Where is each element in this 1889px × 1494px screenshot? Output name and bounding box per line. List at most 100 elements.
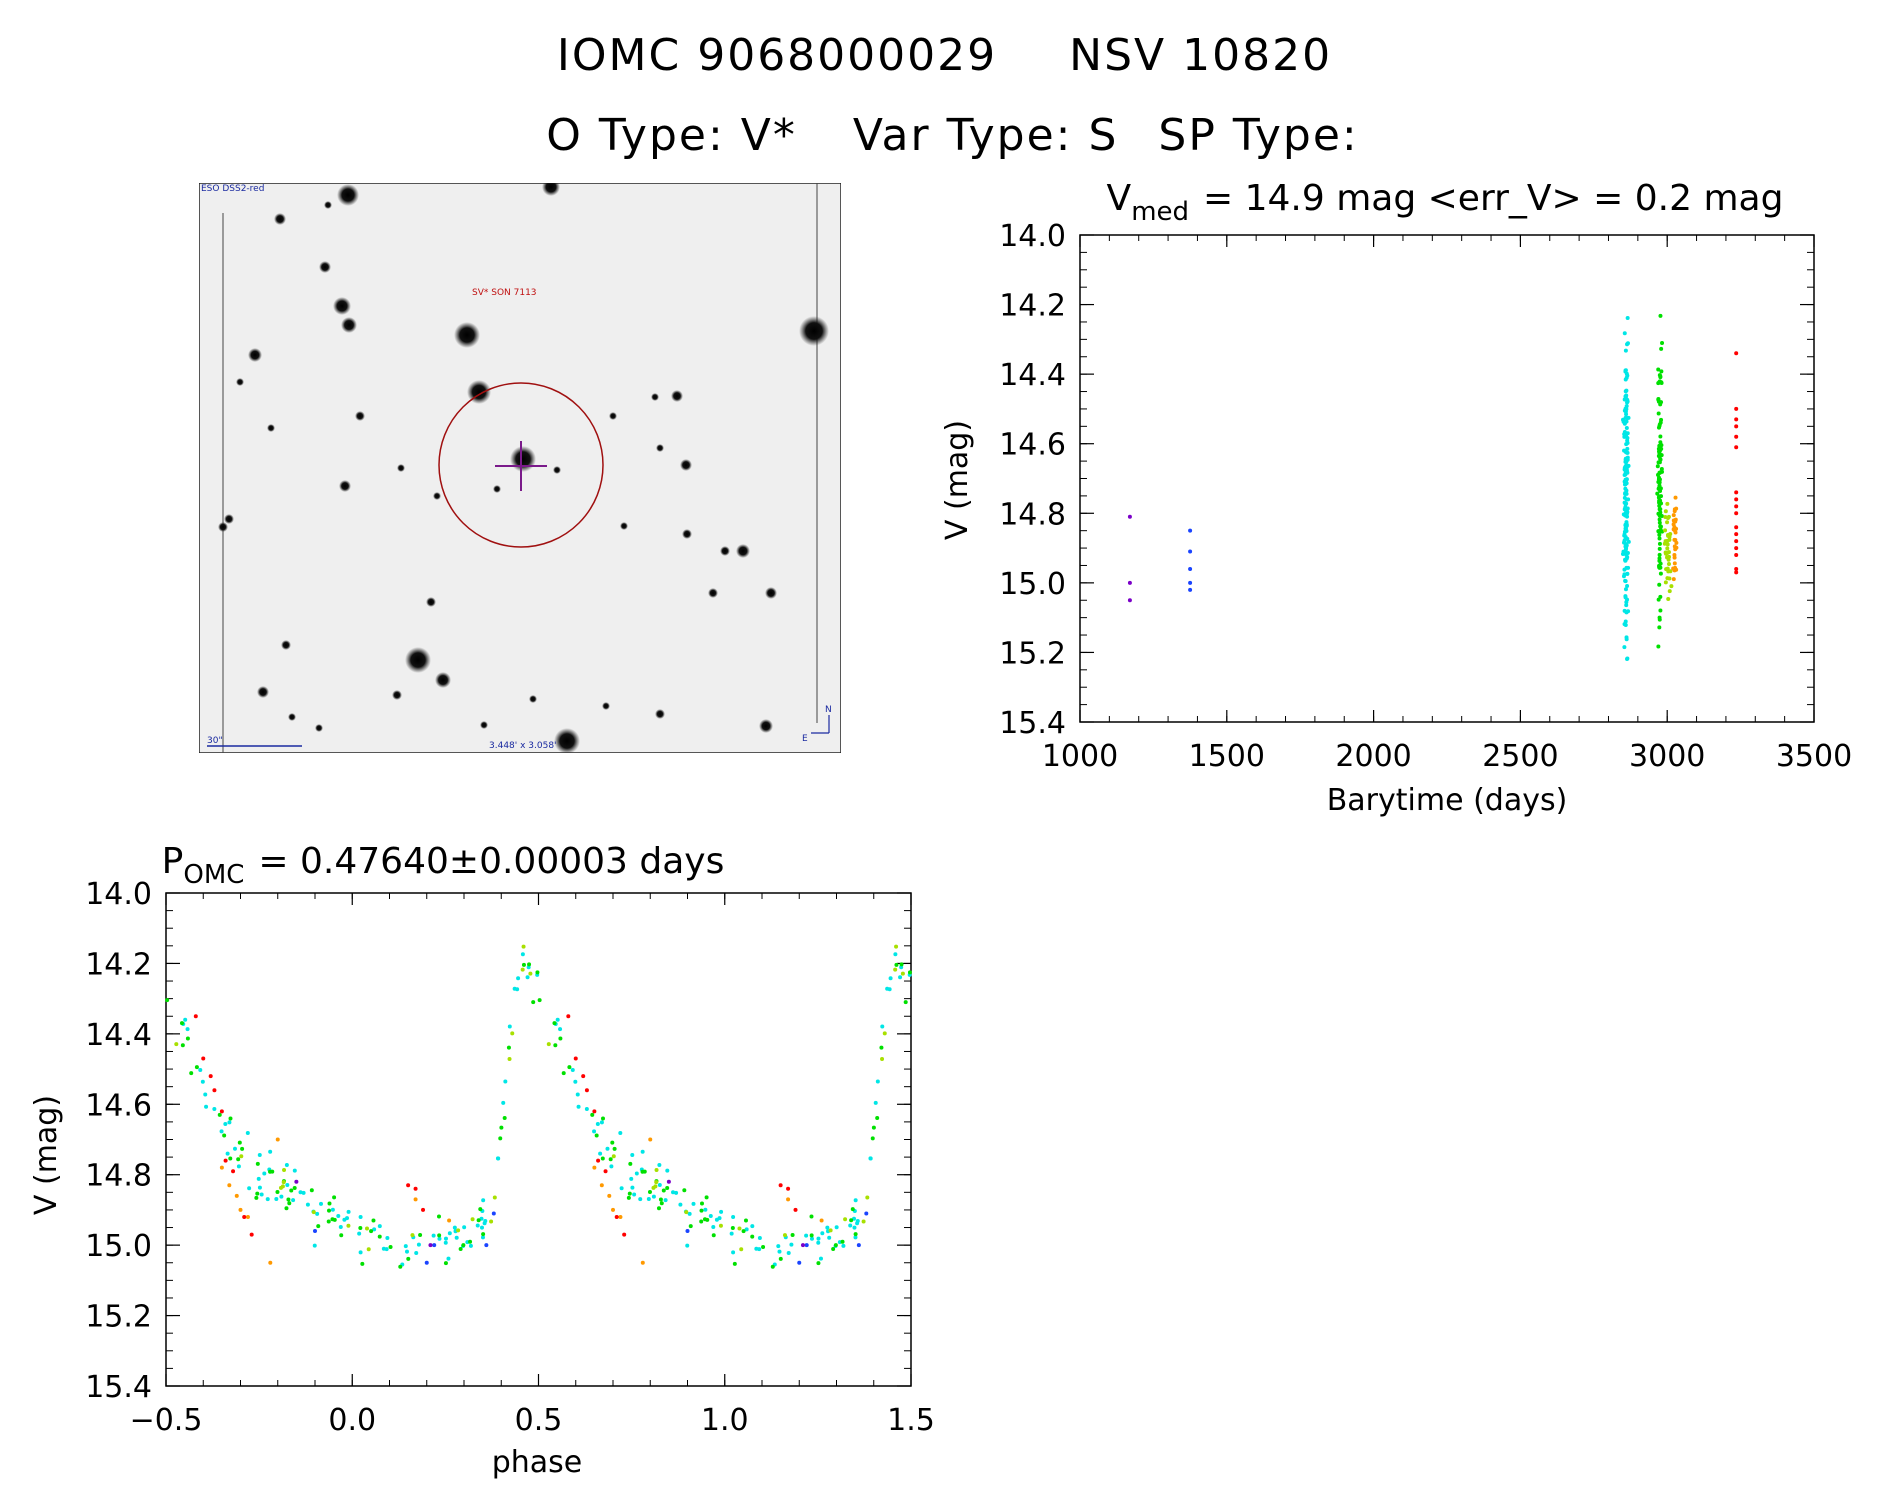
- data-point: [1623, 409, 1628, 414]
- data-point: [255, 1191, 260, 1196]
- data-point: [651, 1194, 656, 1199]
- data-point: [833, 1243, 838, 1248]
- data-point: [491, 1211, 496, 1216]
- data-point: [584, 1107, 589, 1112]
- x-tick-label: 1.5: [887, 1403, 935, 1438]
- data-point: [592, 1109, 597, 1114]
- data-point: [1665, 516, 1670, 521]
- data-point: [699, 1208, 704, 1213]
- data-point: [658, 1197, 663, 1202]
- data-point: [688, 1224, 693, 1229]
- data-point: [358, 1225, 363, 1230]
- star-44: [759, 719, 773, 733]
- data-point: [275, 1189, 280, 1194]
- data-point: [1663, 528, 1668, 533]
- data-point: [699, 1201, 704, 1206]
- data-point: [414, 1251, 419, 1256]
- nsv-id: NSV 10820: [1069, 30, 1333, 81]
- data-point: [663, 1198, 668, 1203]
- data-point: [1655, 464, 1660, 469]
- data-point: [1656, 397, 1661, 402]
- data-point: [282, 1168, 287, 1173]
- data-point: [311, 1210, 316, 1215]
- data-point: [573, 1079, 578, 1084]
- data-point: [527, 962, 532, 967]
- y-tick-label: 14.8: [85, 1159, 152, 1194]
- data-point: [338, 1224, 343, 1229]
- data-point: [1625, 446, 1630, 451]
- data-point: [894, 944, 899, 949]
- data-point: [614, 1214, 619, 1219]
- data-point: [1622, 434, 1627, 439]
- data-point: [1623, 578, 1628, 583]
- x-tick-label: 2000: [1335, 739, 1411, 774]
- data-point: [180, 1043, 185, 1048]
- data-point: [330, 1207, 335, 1212]
- data-point: [1622, 622, 1627, 627]
- data-point: [437, 1233, 442, 1238]
- data-point: [1622, 482, 1627, 487]
- data-point: [778, 1183, 783, 1188]
- data-point: [1622, 448, 1627, 453]
- y-tick-label: 15.2: [999, 636, 1066, 671]
- data-point: [704, 1195, 709, 1200]
- data-point: [1657, 454, 1662, 459]
- data-point: [607, 1193, 612, 1198]
- data-point: [731, 1214, 736, 1219]
- data-point: [287, 1201, 292, 1206]
- data-point: [316, 1224, 321, 1229]
- data-point: [1657, 546, 1662, 551]
- data-point: [1659, 346, 1664, 351]
- data-point: [480, 1235, 485, 1240]
- star-42: [655, 709, 665, 719]
- data-point: [1669, 584, 1674, 589]
- star-3: [324, 201, 332, 209]
- data-point: [1657, 494, 1662, 499]
- data-point: [1657, 582, 1662, 587]
- data-point: [520, 967, 525, 972]
- data-point: [1623, 394, 1628, 399]
- data-point: [552, 1021, 557, 1026]
- data-point: [507, 1024, 512, 1029]
- data-point: [809, 1214, 814, 1219]
- data-point: [1674, 545, 1679, 550]
- data-point: [332, 1217, 337, 1222]
- data-point: [1127, 598, 1132, 603]
- data-point: [1657, 541, 1662, 546]
- data-point: [521, 962, 526, 967]
- y-tick-label: 15.0: [999, 567, 1066, 602]
- data-point: [255, 1161, 260, 1166]
- star-22: [224, 514, 234, 524]
- data-point: [315, 1211, 320, 1216]
- data-point: [599, 1120, 604, 1125]
- data-point: [507, 1057, 512, 1062]
- data-point: [377, 1224, 382, 1229]
- data-point: [193, 1014, 198, 1019]
- data-point: [853, 1198, 858, 1203]
- data-point: [228, 1156, 233, 1161]
- data-point: [1657, 617, 1662, 622]
- data-point: [853, 1232, 858, 1237]
- data-point: [446, 1256, 451, 1261]
- data-point: [1624, 565, 1629, 570]
- data-point: [731, 1250, 736, 1255]
- star-43: [602, 702, 610, 710]
- data-point: [1623, 389, 1628, 394]
- data-point: [654, 1168, 659, 1173]
- data-point: [1127, 514, 1132, 519]
- data-point: [744, 1227, 749, 1232]
- data-point: [1734, 525, 1739, 530]
- data-point: [424, 1260, 429, 1265]
- lightcurve-ylabel: V (mag): [940, 420, 975, 540]
- data-point: [1657, 625, 1662, 630]
- data-point: [1660, 340, 1665, 345]
- data-point: [1665, 501, 1670, 506]
- data-point: [816, 1240, 821, 1245]
- data-point: [1672, 555, 1677, 560]
- data-point: [280, 1184, 285, 1189]
- data-point: [447, 1218, 452, 1223]
- data-point: [461, 1243, 466, 1248]
- data-point: [741, 1229, 746, 1234]
- data-point: [1188, 549, 1193, 554]
- data-point: [674, 1190, 679, 1195]
